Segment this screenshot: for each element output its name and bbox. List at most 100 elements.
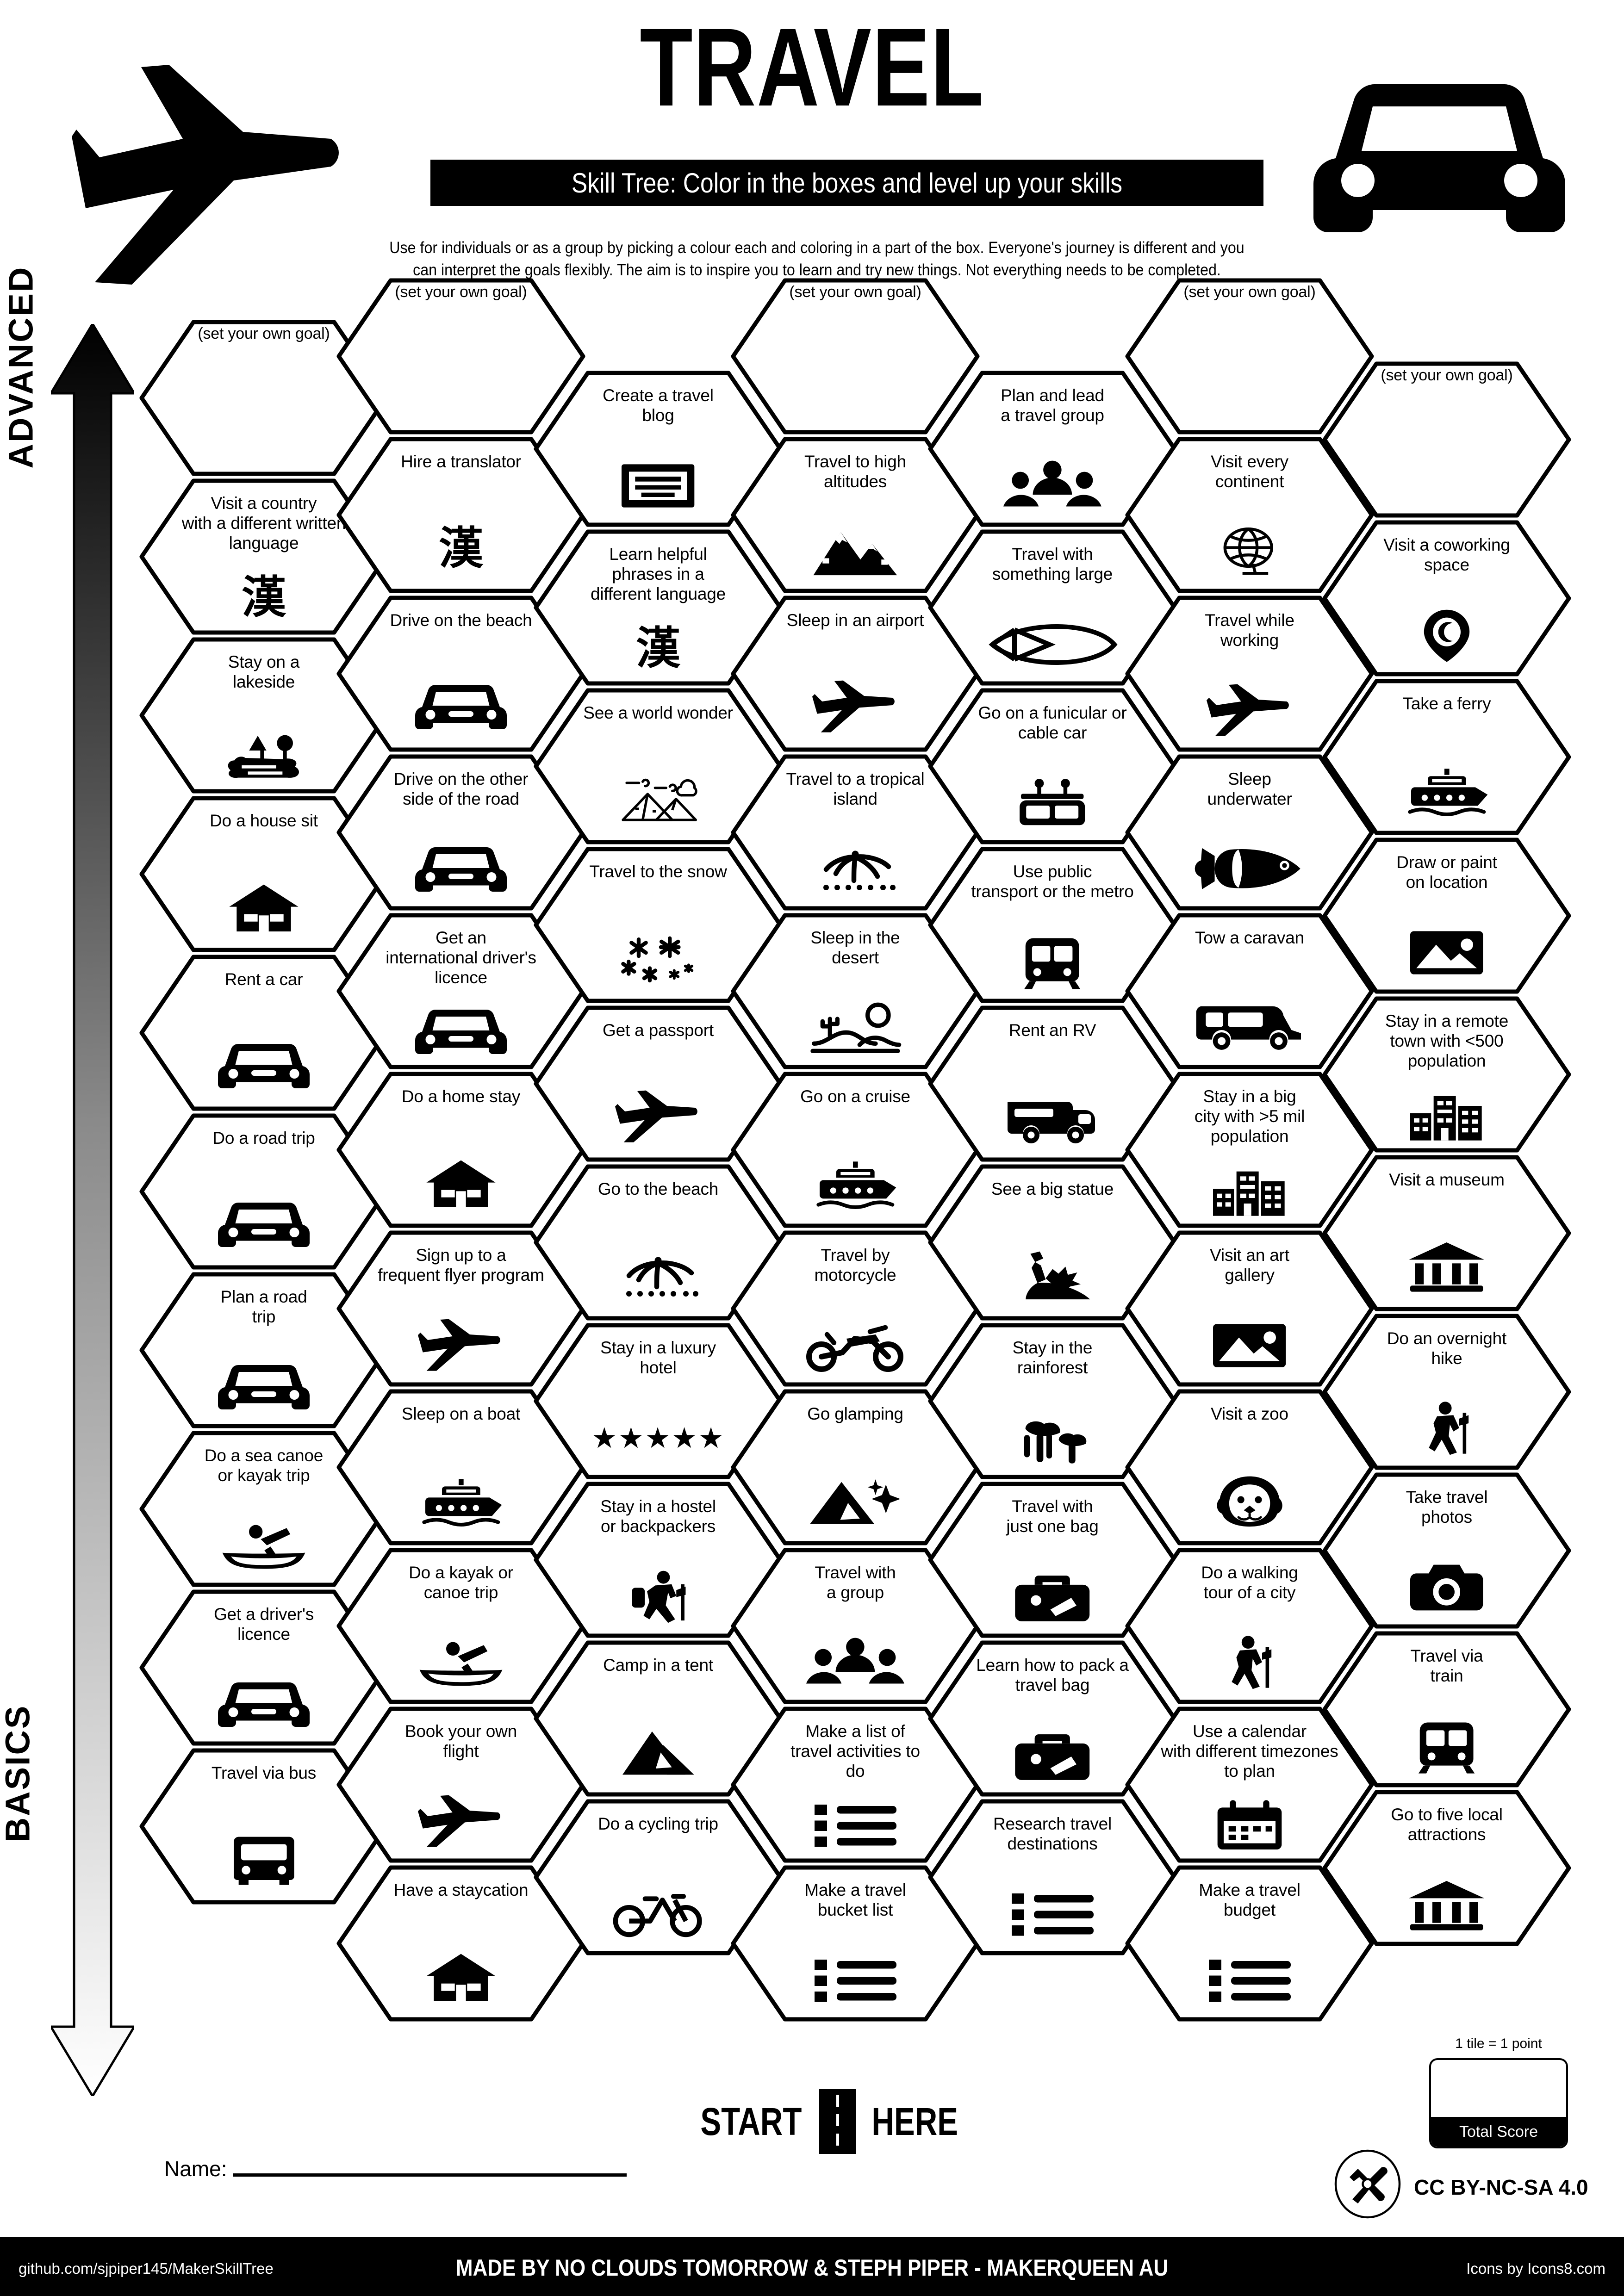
- skill-hex-tile[interactable]: Stay in a big city with >5 mil population: [1125, 1071, 1375, 1229]
- skill-hex-label: (set your own goal): [1183, 283, 1316, 301]
- skill-hex-tile[interactable]: Draw or paint on location: [1322, 837, 1572, 994]
- skill-hex-tile[interactable]: Do a home stay: [336, 1071, 586, 1229]
- skill-hex-tile[interactable]: Go on a cruise: [730, 1071, 980, 1229]
- skill-hex-tile[interactable]: Travel to a tropical island: [730, 754, 980, 911]
- skill-hex-tile[interactable]: Sleep underwater: [1125, 754, 1375, 911]
- skill-hex-tile[interactable]: Drive on the beach: [336, 595, 586, 752]
- skill-hex-tile[interactable]: Go on a funicular or cable car: [927, 688, 1177, 845]
- cablecar-icon: [927, 776, 1177, 831]
- skill-hex-tile[interactable]: Make a travel budget: [1125, 1865, 1375, 2022]
- skill-hex-tile[interactable]: Drive on the other side of the road: [336, 754, 586, 911]
- name-input-line[interactable]: [233, 2173, 627, 2177]
- skill-hex-tile[interactable]: Get an international driver's licence: [336, 912, 586, 1070]
- car-icon: [139, 1359, 389, 1415]
- skill-hex-tile[interactable]: Visit a museum: [1322, 1154, 1572, 1312]
- skill-hex-tile[interactable]: Do a kayak or canoe trip: [336, 1547, 586, 1705]
- skill-hex-tile[interactable]: Sleep in the desert: [730, 912, 980, 1070]
- list-icon: [927, 1886, 1177, 1942]
- skill-hex-label: Stay on a lakeside: [228, 652, 300, 691]
- skill-hex-tile[interactable]: (set your own goal): [1125, 278, 1375, 435]
- skill-hex-tile[interactable]: Travel by motorcycle: [730, 1230, 980, 1387]
- total-score-box[interactable]: Total Score: [1429, 2058, 1568, 2148]
- skill-hex-tile[interactable]: Travel with a group: [730, 1547, 980, 1705]
- house-icon: [336, 1155, 586, 1211]
- skill-hex-tile[interactable]: Stay in a remote town with <500 population: [1322, 996, 1572, 1153]
- skill-hex-tile[interactable]: Sleep on a boat: [336, 1389, 586, 1546]
- skill-hex-tile[interactable]: Do an overnight hike: [1322, 1313, 1572, 1471]
- skill-hex-label: Travel via train: [1410, 1646, 1483, 1685]
- skill-hex-tile[interactable]: Do a road trip: [139, 1113, 389, 1270]
- total-score-label: Total Score: [1431, 2117, 1566, 2147]
- skill-hex-tile[interactable]: (set your own goal): [1322, 361, 1572, 518]
- skill-hex-tile[interactable]: Do a sea canoe or kayak trip: [139, 1430, 389, 1588]
- skill-hex-tile[interactable]: Rent an RV: [927, 1005, 1177, 1162]
- skill-hex-tile[interactable]: Go glamping: [730, 1389, 980, 1546]
- skill-hex-tile[interactable]: Make a travel bucket list: [730, 1865, 980, 2022]
- skill-hex-tile[interactable]: Camp in a tent: [533, 1640, 783, 1797]
- skill-hex-tile[interactable]: Go to five local attractions: [1322, 1789, 1572, 1947]
- skill-hex-tile[interactable]: Learn how to pack a travel bag: [927, 1640, 1177, 1797]
- skill-hex-tile[interactable]: Travel with just one bag: [927, 1481, 1177, 1638]
- skill-hex-tile[interactable]: Go to the beach: [533, 1164, 783, 1321]
- skill-hex-tile[interactable]: Do a walking tour of a city: [1125, 1547, 1375, 1705]
- skill-hex-tile[interactable]: Stay in a hostel or backpackers: [533, 1481, 783, 1638]
- skill-hex-tile[interactable]: Learn helpful phrases in a different langu…: [533, 529, 783, 686]
- skill-hex-tile[interactable]: Take travel photos: [1322, 1472, 1572, 1629]
- snow-icon: [533, 931, 783, 986]
- skill-hex-tile[interactable]: Visit a zoo: [1125, 1389, 1375, 1546]
- skill-hex-tile[interactable]: Travel via bus: [139, 1748, 389, 1905]
- house-icon: [336, 1949, 586, 2004]
- list-icon: [730, 1798, 980, 1853]
- skill-hex-tile[interactable]: (set your own goal): [336, 278, 586, 435]
- kayak-icon: [336, 1635, 586, 1691]
- skill-hex-tile[interactable]: Tow a caravan: [1125, 912, 1375, 1070]
- page-title: TRAVEL: [640, 5, 984, 129]
- skill-hex-tile[interactable]: Take a ferry: [1322, 678, 1572, 836]
- skill-hex-tile[interactable]: Travel while working: [1125, 595, 1375, 752]
- skill-hex-tile[interactable]: Get a driver's licence: [139, 1589, 389, 1746]
- skill-hex-tile[interactable]: Travel with something large: [927, 529, 1177, 686]
- skill-hex-tile[interactable]: Book your own flight: [336, 1706, 586, 1863]
- skill-hex-tile[interactable]: Visit an art gallery: [1125, 1230, 1375, 1387]
- skill-hex-tile[interactable]: Create a travel blog: [533, 370, 783, 527]
- skill-hex-tile[interactable]: Stay in a luxury hotel ★★★★★: [533, 1322, 783, 1480]
- skill-hex-tile[interactable]: Sign up to a frequent flyer program: [336, 1230, 586, 1387]
- pin-icon: [1322, 608, 1572, 663]
- skill-hex-tile[interactable]: Plan a road trip: [139, 1272, 389, 1429]
- skill-hex-tile[interactable]: Travel to high altitudes: [730, 436, 980, 594]
- skill-hex-tile[interactable]: See a big statue: [927, 1164, 1177, 1321]
- skill-hex-tile[interactable]: Stay in the rainforest: [927, 1322, 1177, 1480]
- skill-hex-tile[interactable]: (set your own goal): [139, 319, 389, 477]
- kanji-icon: 漢: [636, 622, 680, 674]
- ship-icon: [336, 1473, 586, 1528]
- skill-hex-tile[interactable]: Get a passport: [533, 1005, 783, 1162]
- skill-hex-tile[interactable]: Stay on a lakeside: [139, 637, 389, 794]
- skill-hex-tile[interactable]: Visit a country with a different written l…: [139, 478, 389, 635]
- skill-hex-tile[interactable]: Hire a translator 漢: [336, 436, 586, 594]
- skill-hex-tile[interactable]: Have a staycation: [336, 1865, 586, 2022]
- skill-hex-tile[interactable]: Visit a coworking space: [1322, 520, 1572, 677]
- skill-hex-tile[interactable]: Sleep in an airport: [730, 595, 980, 752]
- skill-hex-label: Make a travel budget: [1199, 1880, 1300, 1919]
- footer-icons-credit[interactable]: Icons by Icons8.com: [1466, 2260, 1605, 2277]
- skill-hex-tile[interactable]: (set your own goal): [730, 278, 980, 435]
- skill-hex-tile[interactable]: Travel to the snow: [533, 846, 783, 1004]
- skill-hex-tile[interactable]: Use a calendar with different timezones to…: [1125, 1706, 1375, 1863]
- footer-repo-link[interactable]: github.com/sjpiper145/MakerSkillTree: [19, 2260, 274, 2277]
- skill-hex-tile[interactable]: Research travel destinations: [927, 1799, 1177, 1956]
- skill-hex-tile[interactable]: Do a cycling trip: [533, 1799, 783, 1956]
- skill-hex-tile[interactable]: Visit every continent: [1125, 436, 1375, 594]
- skill-hex-label: (set your own goal): [198, 325, 330, 342]
- skill-hex-tile[interactable]: See a world wonder: [533, 688, 783, 845]
- name-field-row[interactable]: Name:: [164, 2156, 627, 2181]
- skill-hex-tile[interactable]: Do a house sit: [139, 795, 389, 953]
- skill-hex-tile[interactable]: Travel via train: [1322, 1631, 1572, 1788]
- skill-hex-tile[interactable]: Make a list of travel activities to do: [730, 1706, 980, 1863]
- skill-hex-tile[interactable]: Rent a car: [139, 954, 389, 1111]
- bus-icon: [139, 1832, 389, 1887]
- car-icon: [139, 1677, 389, 1732]
- skill-hex-label: Visit an art gallery: [1210, 1246, 1289, 1285]
- skill-hex-tile[interactable]: Plan and lead a travel group: [927, 370, 1177, 527]
- skill-hex-tile[interactable]: Use public transport or the metro: [927, 846, 1177, 1004]
- start-here-marker: START HERE: [662, 2087, 995, 2156]
